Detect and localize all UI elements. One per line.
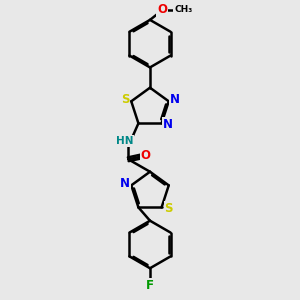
Text: S: S [121, 93, 129, 106]
Text: CH₃: CH₃ [174, 5, 193, 14]
Text: O: O [141, 149, 151, 162]
Text: S: S [165, 202, 173, 215]
Text: O: O [157, 3, 167, 16]
Text: F: F [146, 279, 154, 292]
Text: HN: HN [116, 136, 134, 146]
Text: N: N [163, 118, 173, 131]
Text: N: N [170, 92, 180, 106]
Text: N: N [120, 177, 130, 190]
